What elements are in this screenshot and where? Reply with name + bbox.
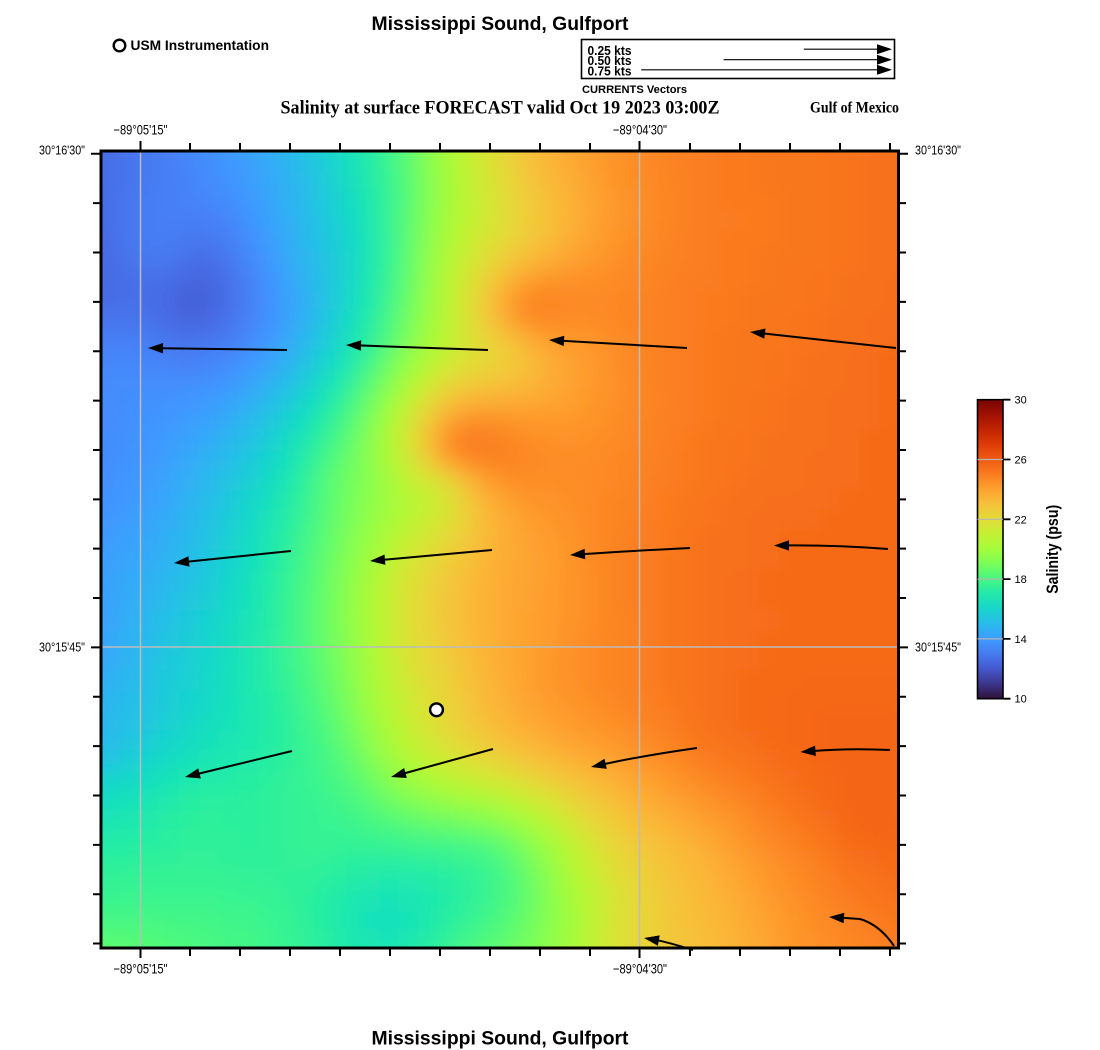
- svg-text:30°16'30": 30°16'30": [39, 143, 85, 158]
- svg-text:0.75 kts: 0.75 kts: [588, 64, 632, 78]
- svg-text:10: 10: [1015, 694, 1027, 706]
- svg-text:Salinity (psu): Salinity (psu): [1043, 505, 1062, 594]
- svg-text:−89°05'15": −89°05'15": [114, 123, 168, 138]
- svg-text:30°15'45": 30°15'45": [915, 640, 961, 655]
- svg-text:Gulf of Mexico: Gulf of Mexico: [810, 99, 899, 116]
- svg-text:30°16'30": 30°16'30": [915, 143, 961, 158]
- svg-text:26: 26: [1015, 455, 1027, 467]
- svg-text:−89°04'30": −89°04'30": [613, 962, 667, 977]
- svg-text:USM Instrumentation: USM Instrumentation: [131, 37, 270, 53]
- svg-text:Mississippi Sound, Gulfport: Mississippi Sound, Gulfport: [372, 13, 629, 35]
- svg-text:14: 14: [1015, 634, 1027, 646]
- svg-text:CURRENTS Vectors: CURRENTS Vectors: [582, 84, 687, 96]
- svg-text:30: 30: [1015, 395, 1027, 407]
- svg-text:Mississippi Sound, Gulfport: Mississippi Sound, Gulfport: [372, 1028, 629, 1050]
- svg-text:18: 18: [1015, 574, 1027, 586]
- svg-text:0.25 kts: 0.25 kts: [588, 44, 632, 58]
- svg-text:30°15'45": 30°15'45": [39, 640, 85, 655]
- svg-text:Salinity at surface FORECAST v: Salinity at surface FORECAST valid Oct 1…: [281, 98, 720, 119]
- svg-text:−89°04'30": −89°04'30": [613, 123, 667, 138]
- svg-text:0.50 kts: 0.50 kts: [588, 54, 632, 68]
- svg-text:−89°05'15": −89°05'15": [114, 962, 168, 977]
- svg-text:22: 22: [1015, 514, 1027, 526]
